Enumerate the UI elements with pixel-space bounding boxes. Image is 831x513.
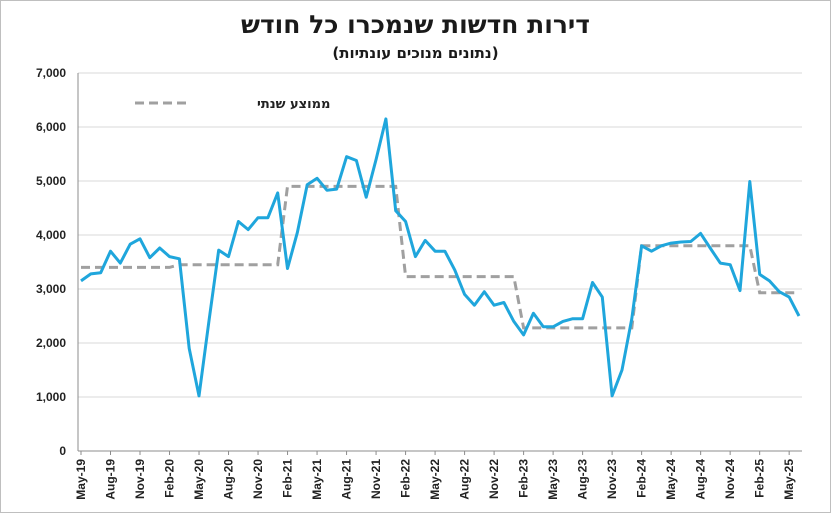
chart-title: דירות חדשות שנמכרו כל חודש — [241, 10, 590, 39]
y-tick-label: 3,000 — [36, 282, 66, 296]
x-tick-label: May-19 — [74, 459, 88, 500]
x-tick-label: Aug-23 — [576, 459, 590, 500]
x-tick-label: May-20 — [192, 459, 206, 500]
x-tick-label: Feb-25 — [753, 459, 767, 498]
x-tick-label: Feb-21 — [281, 459, 295, 498]
x-tick-label: Feb-24 — [635, 459, 649, 498]
y-tick-label: 5,000 — [36, 174, 66, 188]
x-tick-label: Nov-22 — [487, 459, 501, 499]
chart-subtitle: (נתונים מנוכים עונתיות) — [332, 44, 499, 62]
x-tick-label: Nov-23 — [605, 459, 619, 499]
x-tick-label: Nov-19 — [133, 459, 147, 499]
x-tick-label: Aug-20 — [222, 459, 236, 500]
x-tick-label: Aug-24 — [694, 459, 708, 500]
x-tick-label: Feb-20 — [163, 459, 177, 498]
y-tick-label: 6,000 — [36, 120, 66, 134]
x-tick-label: Nov-21 — [369, 459, 383, 499]
x-tick-label: Feb-22 — [399, 459, 413, 498]
x-tick-label: May-23 — [546, 459, 560, 500]
x-tick-label: May-21 — [310, 459, 324, 500]
y-tick-label: 7,000 — [36, 66, 66, 80]
x-tick-label: Nov-24 — [723, 459, 737, 499]
y-tick-label: 1,000 — [36, 390, 66, 404]
y-tick-label: 4,000 — [36, 228, 66, 242]
series-line-monthly — [80, 117, 801, 398]
x-tick-label: Aug-22 — [458, 459, 472, 500]
x-tick-label: May-22 — [428, 459, 442, 500]
y-tick-label: 0 — [59, 444, 66, 458]
x-tick-label: Aug-19 — [104, 459, 118, 500]
y-tick-label: 2,000 — [36, 336, 66, 350]
series-line-annual-average — [81, 184, 799, 330]
x-tick-label: Feb-23 — [517, 459, 531, 498]
legend-label-annual-average: ממוצע שנתי — [257, 97, 330, 112]
x-tick-label: May-24 — [664, 459, 678, 500]
x-tick-label: May-25 — [782, 459, 796, 500]
x-tick-label: Nov-20 — [251, 459, 265, 499]
x-tick-label: Aug-21 — [340, 459, 354, 500]
